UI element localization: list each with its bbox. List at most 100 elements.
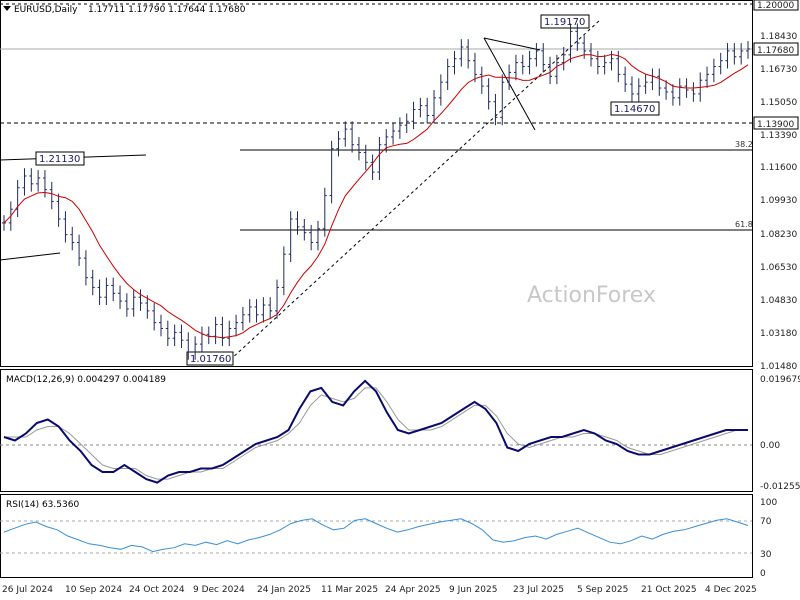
price-bar [636,78,641,102]
x-tick-2: 24 Oct 2024 [129,585,185,595]
price-bar [172,324,177,347]
price-bar [336,131,341,157]
price-bar [322,187,327,237]
price-bar [295,211,300,235]
rsi-tick-0: 0 [760,569,766,579]
trendline-peak-top [483,37,541,51]
price-bar [718,52,723,75]
price-bar [138,289,143,311]
annotation-101760-box [186,351,234,366]
price-bar [104,277,109,306]
price-bar [193,336,198,360]
price-bar [2,215,6,231]
price-bar [124,293,129,317]
annotation-119170: 1.19170 [544,17,585,28]
price-bar [315,220,320,251]
x-tick-1: 10 Sep 2024 [65,585,122,595]
fib-618-label: 61.8 [735,220,753,229]
x-tick-0: 26 Jul 2024 [2,585,53,595]
price-bar [445,58,450,91]
macd-tick-zero: 0.00 [760,441,780,451]
y-tick-1: 1.18430 [760,32,797,42]
price-bar [548,56,553,85]
price-bar [732,43,737,65]
price-bar [152,303,157,331]
price-bar [350,121,355,153]
current-price-box [753,42,799,56]
price-bar [411,101,416,130]
price-bar [377,136,382,180]
price-panel-frame [0,0,753,367]
y-tick-6: 1.09930 [760,196,797,206]
symbol-label: EURUSD,Daily [14,5,78,15]
price-bar [657,68,662,96]
price-bar [97,279,102,306]
price-bar [131,289,136,317]
price-bar [145,295,150,319]
trendline-long-dashed [229,19,601,361]
price-bar [36,170,41,192]
price-bar [493,93,498,126]
price-bar [22,168,27,196]
price-bar [404,113,409,134]
ohlc-label: 1.17711 1.17790 1.17644 1.17680 [88,5,246,15]
price-bar [711,58,716,83]
price-bar [90,269,95,296]
price-bar [329,140,334,204]
price-bar [466,39,471,69]
top-level-label: 1.20000 [757,1,794,11]
price-bar [275,279,280,319]
price-bar [83,250,88,286]
price-bar [452,50,457,75]
macd-tick-top: 0.019679 [760,375,800,385]
price-bar [186,332,191,360]
price-bar [609,50,614,71]
price-bar [438,74,443,106]
price-bar [691,82,696,102]
price-bar [234,314,239,337]
top-level-box [753,0,799,11]
price-bar [629,76,634,102]
fib-382-label: 38.2 [735,140,753,149]
price-bar [179,324,184,349]
price-bar [623,66,628,92]
price-bar [158,314,163,337]
x-tick-6: 24 Apr 2025 [385,585,441,595]
annotation-101760: 1.01760 [190,354,231,365]
annotation-114670: 1.14670 [614,104,655,115]
price-bar [220,316,225,347]
price-bar [118,285,123,309]
rsi-tick-100: 100 [760,498,777,508]
price-bar [63,211,68,243]
price-bar [15,179,20,218]
price-bar [534,43,539,67]
x-tick-4: 24 Jan 2025 [257,585,311,595]
price-bar [111,277,116,302]
price-bar [500,74,505,126]
price-bar [595,50,600,75]
price-bar [561,47,566,71]
price-bar [725,43,730,69]
price-bar [384,129,389,153]
dropdown-icon[interactable] [3,6,11,11]
price-bar [70,226,75,251]
price-bar [261,297,266,323]
price-bar [29,168,34,192]
price-bar [739,43,744,65]
price-bar [391,123,396,145]
y-tick-5: 1.11600 [760,163,797,173]
price-bar [227,320,232,347]
price-bar [677,78,682,106]
price-bar [643,74,648,94]
macd-title: MACD(12,26,9) 0.004297 0.004189 [6,375,166,385]
watermark: ActionForex [527,283,656,308]
price-bar [602,54,607,75]
price-bar [247,299,252,323]
price-bar [268,297,273,319]
macd-main-line [3,379,748,484]
price-bar [527,50,532,75]
level-113900-label: 1.13900 [757,120,794,130]
price-bar [199,326,204,352]
x-tick-10: 21 Oct 2025 [641,585,697,595]
